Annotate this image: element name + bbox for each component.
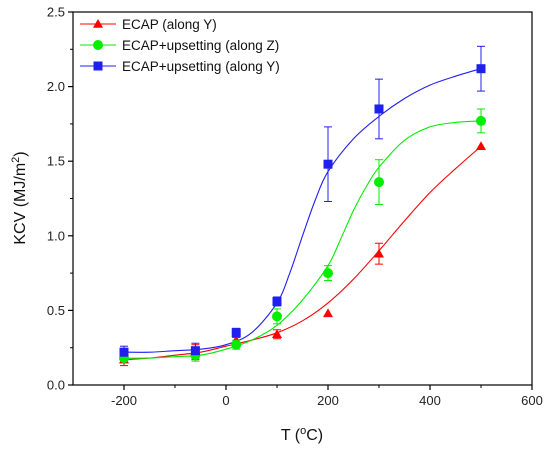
- data-point-ecap-upsetting-along-y: [323, 159, 333, 169]
- data-point-ecap-upsetting-along-y: [374, 104, 384, 114]
- legend-label-ecap-upsetting-along-z: ECAP+upsetting (along Z): [122, 38, 279, 53]
- y-tick-label: 2.0: [47, 79, 65, 94]
- x-axis-title: T (oC): [281, 425, 323, 444]
- y-axis-title: KCV (MJ/m2): [10, 151, 29, 244]
- legend-marker-ecap-upsetting-along-z: [93, 40, 103, 50]
- y-tick-label: 0.5: [47, 303, 65, 318]
- data-point-ecap-along-y: [323, 308, 333, 318]
- data-markers: [119, 64, 486, 364]
- data-point-ecap-upsetting-along-y: [231, 328, 241, 338]
- fit-curve-ecap-upsetting-along-z: [123, 120, 482, 359]
- legend-label-ecap-upsetting-along-y: ECAP+upsetting (along Y): [122, 59, 280, 74]
- data-point-ecap-upsetting-along-y: [190, 346, 200, 356]
- data-point-ecap-upsetting-along-z: [476, 115, 486, 126]
- fit-curve-ecap-upsetting-along-y: [123, 68, 482, 353]
- x-tick-label: 600: [521, 393, 543, 408]
- data-point-ecap-along-y: [476, 141, 486, 151]
- legend-marker-ecap-upsetting-along-y: [93, 61, 103, 71]
- data-point-ecap-upsetting-along-z: [374, 177, 384, 188]
- fit-curves: [123, 68, 482, 361]
- y-tick-label: 1.5: [47, 154, 65, 169]
- x-tick-label: 200: [317, 393, 339, 408]
- axis-ticks: -200 0 200 400 600 0.0 0.5 1.0 1.5 2.0 2.5: [47, 5, 543, 409]
- x-tick-label: -200: [111, 393, 137, 408]
- data-point-ecap-upsetting-along-y: [119, 347, 129, 357]
- x-tick-label: 400: [419, 393, 441, 408]
- data-point-ecap-upsetting-along-y: [272, 296, 282, 306]
- data-point-ecap-along-y: [272, 329, 282, 339]
- data-point-ecap-upsetting-along-z: [272, 311, 282, 322]
- legend-label-ecap-along-y: ECAP (along Y): [122, 17, 217, 32]
- error-bars: [120, 45, 485, 367]
- y-tick-label: 2.5: [47, 5, 65, 20]
- legend-marker-ecap-along-y: [93, 19, 103, 28]
- data-point-ecap-upsetting-along-z: [231, 339, 242, 350]
- data-point-ecap-upsetting-along-z: [323, 268, 333, 279]
- y-tick-label: 0.0: [47, 378, 65, 393]
- x-tick-label: 0: [222, 393, 229, 408]
- data-point-ecap-upsetting-along-y: [476, 64, 486, 74]
- fit-curve-ecap-along-y: [123, 145, 482, 361]
- legend: ECAP (along Y) ECAP+upsetting (along Z) EC…: [80, 17, 280, 74]
- y-tick-label: 1.0: [47, 228, 65, 243]
- data-point-ecap-along-y: [374, 248, 384, 258]
